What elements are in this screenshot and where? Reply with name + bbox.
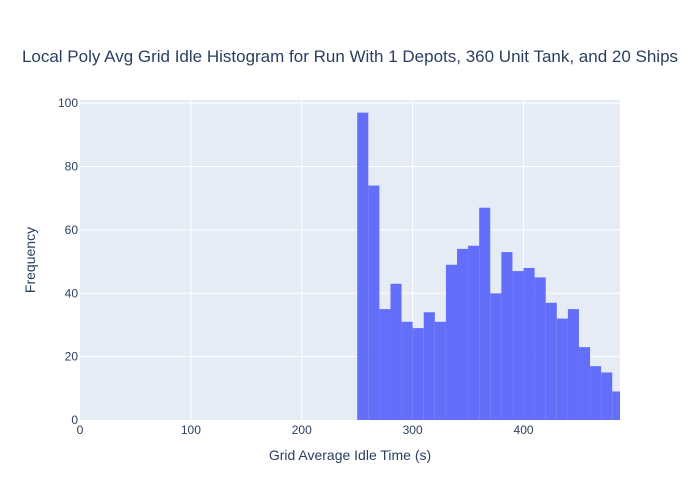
histogram-bar [390, 283, 402, 420]
x-tick-label: 100 [181, 423, 201, 437]
gridlines [80, 100, 620, 420]
y-axis-title: Frequency [22, 227, 38, 293]
histogram-bars [357, 112, 620, 420]
histogram-bar [523, 267, 535, 420]
y-tick-label: 100 [58, 96, 78, 110]
y-tick-label: 0 [71, 413, 78, 427]
histogram-bar [379, 309, 391, 420]
histogram-bar [590, 366, 602, 420]
histogram-bar [479, 207, 491, 420]
histogram-bar [601, 372, 613, 420]
histogram-bar [423, 312, 435, 420]
y-tick-label: 40 [65, 286, 79, 300]
x-tick-label: 400 [514, 423, 534, 437]
histogram-bar [412, 328, 424, 420]
x-tick-label: 200 [292, 423, 312, 437]
chart-title: Local Poly Avg Grid Idle Histogram for R… [22, 47, 678, 66]
x-tick-label: 300 [403, 423, 423, 437]
histogram-bar [434, 321, 446, 420]
y-tick-label: 60 [65, 223, 79, 237]
x-axis-ticks: 0 100 200 300 400 [77, 423, 534, 437]
y-tick-label: 80 [65, 160, 79, 174]
histogram-bar [357, 112, 369, 420]
histogram-bar [545, 302, 557, 420]
histogram-bar [556, 318, 568, 420]
x-tick-label: 0 [77, 423, 84, 437]
y-tick-label: 20 [65, 350, 79, 364]
histogram-bar [401, 321, 413, 420]
histogram-bar [490, 293, 502, 420]
histogram-bar [445, 264, 458, 420]
y-axis-ticks: 0 20 40 60 80 100 [58, 96, 78, 427]
histogram-bar [567, 309, 579, 420]
histogram-bar [512, 271, 524, 420]
histogram-bar [501, 252, 513, 420]
histogram-bar [578, 347, 591, 420]
histogram-bar [457, 248, 469, 420]
histogram-bar [534, 277, 546, 420]
histogram-bar [612, 391, 620, 420]
histogram-bar [468, 245, 480, 420]
x-axis-title: Grid Average Idle Time (s) [269, 447, 431, 463]
histogram-bar [368, 185, 380, 420]
